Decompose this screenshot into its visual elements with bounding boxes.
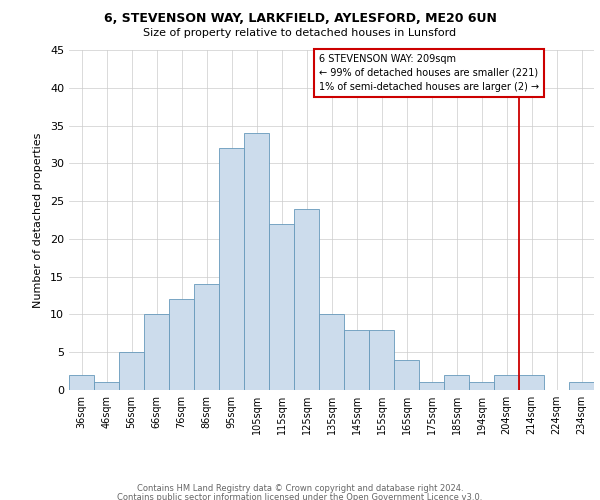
Bar: [294, 208, 319, 390]
Bar: [419, 382, 444, 390]
Bar: [69, 375, 94, 390]
Bar: [394, 360, 419, 390]
Text: 6 STEVENSON WAY: 209sqm
← 99% of detached houses are smaller (221)
1% of semi-de: 6 STEVENSON WAY: 209sqm ← 99% of detache…: [319, 54, 539, 92]
Bar: [194, 284, 219, 390]
Bar: [494, 375, 519, 390]
Text: 6, STEVENSON WAY, LARKFIELD, AYLESFORD, ME20 6UN: 6, STEVENSON WAY, LARKFIELD, AYLESFORD, …: [104, 12, 496, 26]
Text: Contains HM Land Registry data © Crown copyright and database right 2024.: Contains HM Land Registry data © Crown c…: [137, 484, 463, 493]
Bar: [369, 330, 394, 390]
Bar: [519, 375, 544, 390]
Bar: [569, 382, 594, 390]
Bar: [169, 300, 194, 390]
Bar: [269, 224, 294, 390]
Y-axis label: Number of detached properties: Number of detached properties: [33, 132, 43, 308]
Bar: [219, 148, 244, 390]
Bar: [244, 133, 269, 390]
Bar: [94, 382, 119, 390]
Bar: [444, 375, 469, 390]
Bar: [319, 314, 344, 390]
Bar: [344, 330, 369, 390]
Bar: [469, 382, 494, 390]
Text: Contains public sector information licensed under the Open Government Licence v3: Contains public sector information licen…: [118, 492, 482, 500]
Bar: [144, 314, 169, 390]
Text: Size of property relative to detached houses in Lunsford: Size of property relative to detached ho…: [143, 28, 457, 38]
Bar: [119, 352, 144, 390]
